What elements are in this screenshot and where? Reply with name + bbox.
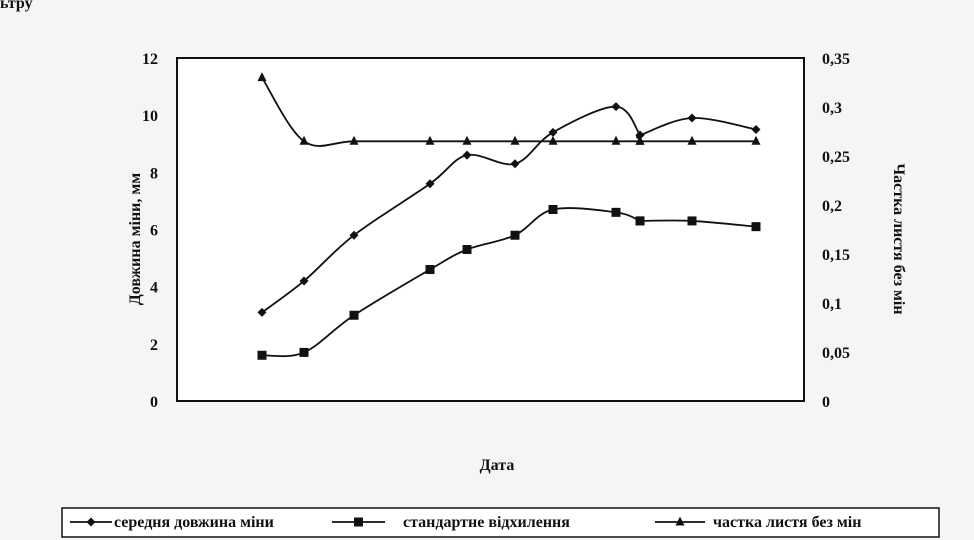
right-tick-label: 0,1 bbox=[822, 296, 842, 313]
legend-label: частка листя без мін bbox=[713, 514, 861, 531]
left-axis-ticks: 0 2 4 6 8 10 12 bbox=[142, 51, 158, 411]
right-tick-label: 0,35 bbox=[822, 51, 850, 68]
data-point bbox=[751, 124, 761, 134]
data-point bbox=[611, 207, 621, 217]
right-tick-label: 0,05 bbox=[822, 345, 850, 362]
data-point bbox=[635, 135, 645, 145]
data-point bbox=[548, 135, 558, 145]
series-layer bbox=[257, 72, 761, 360]
left-tick-label: 10 bbox=[142, 108, 158, 125]
x-axis-title: Дата bbox=[480, 457, 515, 474]
legend: середня довжина міни стандартне відхиленн… bbox=[70, 514, 861, 531]
series-1 bbox=[257, 102, 761, 317]
right-tick-label: 0,25 bbox=[822, 149, 850, 166]
data-point bbox=[349, 135, 359, 145]
series-2 bbox=[257, 204, 761, 360]
legend-item: середня довжина міни bbox=[70, 514, 274, 531]
series-3 bbox=[257, 72, 761, 147]
data-point bbox=[462, 150, 472, 160]
legend-box bbox=[61, 507, 940, 538]
data-point bbox=[425, 265, 435, 275]
top-cropped-text: ьтру bbox=[0, 0, 33, 12]
legend-marker bbox=[675, 516, 685, 526]
data-point bbox=[349, 310, 359, 320]
data-point bbox=[635, 216, 645, 226]
data-point bbox=[687, 135, 697, 145]
data-point bbox=[510, 159, 520, 169]
data-point bbox=[635, 130, 645, 140]
right-tick-label: 0 bbox=[822, 394, 830, 411]
right-axis-title: Частка листя без мін bbox=[890, 163, 907, 314]
data-point bbox=[299, 276, 309, 286]
data-point bbox=[299, 347, 309, 357]
legend-item: частка листя без мін bbox=[655, 514, 861, 531]
data-point bbox=[751, 135, 761, 145]
plot-area bbox=[176, 57, 805, 402]
data-point bbox=[751, 222, 761, 232]
data-point bbox=[611, 135, 621, 145]
data-point bbox=[257, 72, 267, 82]
right-tick-label: 0,15 bbox=[822, 247, 850, 264]
left-tick-label: 6 bbox=[150, 223, 158, 240]
left-tick-label: 2 bbox=[150, 337, 158, 354]
data-point bbox=[548, 204, 558, 214]
series-line bbox=[261, 105, 757, 314]
data-point bbox=[349, 230, 359, 240]
data-point bbox=[510, 230, 520, 240]
data-point bbox=[462, 245, 472, 255]
legend-marker bbox=[354, 517, 363, 527]
left-tick-label: 4 bbox=[150, 280, 158, 297]
legend-label: середня довжина міни bbox=[114, 514, 274, 531]
data-point bbox=[548, 127, 558, 137]
left-axis-title: Довжина міни, мм bbox=[127, 173, 144, 306]
right-tick-label: 0,3 bbox=[822, 100, 842, 117]
data-point bbox=[687, 113, 697, 123]
data-point bbox=[299, 135, 309, 145]
data-point bbox=[687, 216, 697, 226]
left-tick-label: 8 bbox=[150, 165, 158, 182]
data-point bbox=[611, 102, 621, 112]
legend-item: стандартне відхилення bbox=[332, 514, 570, 531]
left-tick-label: 12 bbox=[142, 51, 158, 68]
data-point bbox=[257, 307, 267, 317]
data-point bbox=[462, 135, 472, 145]
legend-marker bbox=[86, 517, 96, 527]
left-tick-label: 0 bbox=[150, 394, 158, 411]
data-point bbox=[510, 135, 520, 145]
legend-label: стандартне відхилення bbox=[403, 514, 570, 531]
data-point bbox=[425, 135, 435, 145]
right-tick-label: 0,2 bbox=[822, 198, 842, 215]
data-point bbox=[257, 350, 267, 360]
data-point bbox=[425, 179, 435, 189]
right-axis-ticks: 0 0,05 0,1 0,15 0,2 0,25 0,3 0,35 bbox=[822, 51, 850, 411]
